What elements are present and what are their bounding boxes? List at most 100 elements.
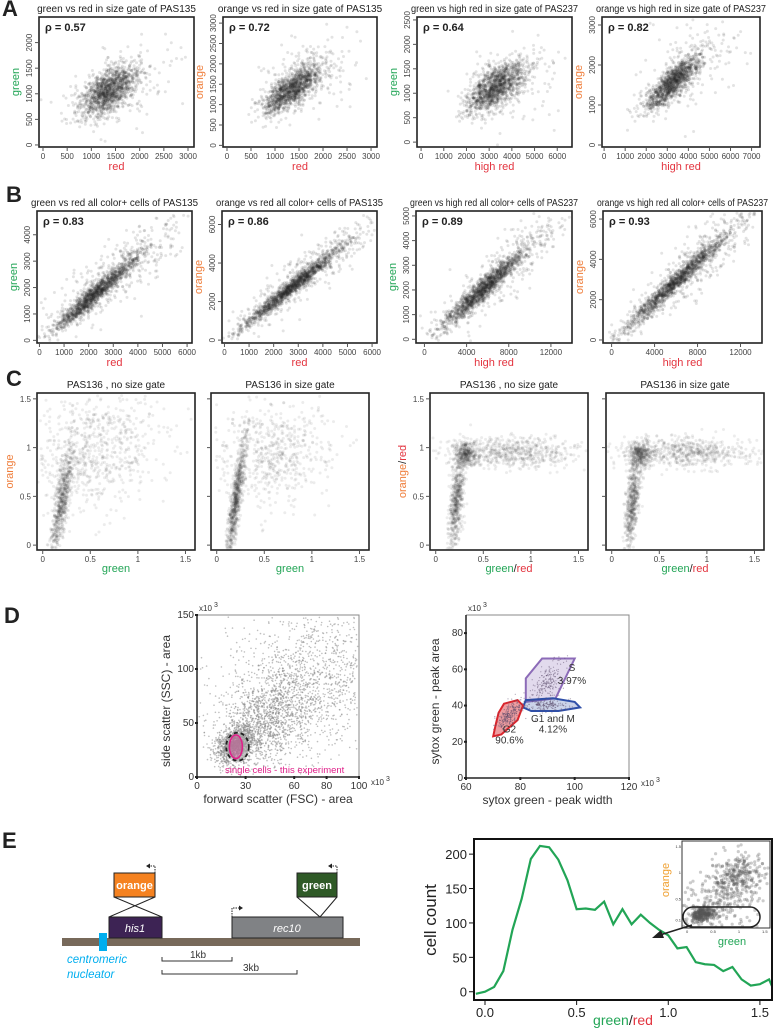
scatter-point [251, 98, 254, 101]
scatter-point [293, 88, 296, 91]
scatter-point [482, 70, 485, 73]
panel-letter-e: E [2, 828, 17, 853]
scatter-point [130, 69, 133, 72]
scatter-point [79, 95, 82, 98]
scatter-point [319, 102, 322, 105]
scatter-point [523, 47, 526, 50]
scatter-point [84, 123, 87, 126]
scatter-point [181, 102, 184, 105]
scatter-point [365, 77, 368, 80]
scatter-point [331, 36, 334, 39]
scatter-point [119, 55, 122, 58]
scatter-point [342, 55, 345, 58]
scatter-point [464, 115, 467, 118]
scatter-point [337, 57, 340, 60]
scatter-point [339, 81, 342, 84]
scatter-point [307, 74, 310, 77]
scatter-point [313, 59, 316, 62]
scatter-point [297, 90, 300, 93]
x-tick-label: 2000 [314, 152, 332, 161]
scatter-point [89, 110, 92, 113]
scatter-point [84, 81, 87, 84]
scatter-point [287, 99, 290, 102]
x-tick-label: 2000 [131, 152, 149, 161]
scatter-point [87, 105, 90, 108]
scatter-point [73, 111, 76, 114]
scatter-point [278, 101, 281, 104]
scatter-point [256, 102, 259, 105]
scatter-point [88, 76, 91, 79]
scatter-point [134, 90, 137, 93]
scatter-point [88, 93, 91, 96]
scatter-point [302, 45, 305, 48]
scatter-point [282, 107, 285, 110]
scatter-point [279, 88, 282, 91]
scatter-point [476, 116, 479, 119]
scatter-point [117, 66, 120, 69]
scatter-point [111, 93, 114, 96]
scatter-point [458, 120, 461, 123]
scatter-point [69, 85, 72, 88]
scatter-point [270, 101, 273, 104]
scatter-point [113, 110, 116, 113]
scatter-point [501, 113, 504, 116]
scatter-point [142, 68, 145, 71]
scatter-point [261, 103, 264, 106]
scatter-point [101, 46, 104, 49]
scatter-point [128, 65, 131, 68]
scatter-point [99, 82, 102, 85]
scatter-point [325, 51, 328, 54]
scatter-point [297, 54, 300, 57]
scatter-point [269, 90, 272, 93]
scatter-point [145, 77, 148, 80]
scatter-point [277, 108, 280, 111]
scatter-point [306, 71, 309, 74]
scatter-point [314, 88, 317, 91]
scatter-point [260, 69, 263, 72]
x-axis-label-part: red [109, 161, 125, 173]
scatter-point [480, 73, 483, 76]
scatter-point [281, 102, 284, 105]
scatter-point [169, 64, 172, 67]
scatter-point [291, 83, 294, 86]
scatter-point [275, 102, 278, 105]
scatter-point [354, 64, 357, 67]
scatter-point [95, 123, 98, 126]
scatter-point [304, 94, 307, 97]
scatter-point [175, 57, 178, 60]
y-tick-label: 0 [209, 143, 218, 148]
scatter-point [292, 68, 295, 71]
scatter-point [270, 120, 273, 123]
scatter-point [133, 68, 136, 71]
scatter-point [270, 113, 273, 116]
scatter-point [309, 77, 312, 80]
y-tick-label: 0 [25, 142, 34, 147]
scatter-point [108, 86, 111, 89]
scatter-point [302, 87, 305, 90]
scatter-point [256, 108, 259, 111]
y-tick-label: 1000 [209, 95, 218, 113]
scatter-point [323, 69, 326, 72]
scatter-point [85, 100, 88, 103]
scatter-point [103, 78, 106, 81]
panel-letter-a: A [2, 0, 18, 21]
scatter-point [500, 97, 503, 100]
scatter-point [491, 118, 494, 121]
scatter-point [325, 23, 328, 26]
scatter-point [133, 64, 136, 67]
x-axis-label-part: red [292, 161, 308, 173]
scatter-point [301, 74, 304, 77]
scatter-point [94, 77, 97, 80]
scatter-point [148, 73, 151, 76]
scatter-point [459, 103, 462, 106]
y-tick-label: 2500 [209, 34, 218, 52]
scatter-point [156, 93, 159, 96]
scatter-point [114, 97, 117, 100]
scatter-point [121, 105, 124, 108]
scatter-point [298, 70, 301, 73]
scatter-point [274, 93, 277, 96]
scatter-point [92, 108, 95, 111]
scatter-point [293, 62, 296, 65]
scatter-point [127, 104, 130, 107]
y-tick-label: 2000 [25, 33, 34, 51]
